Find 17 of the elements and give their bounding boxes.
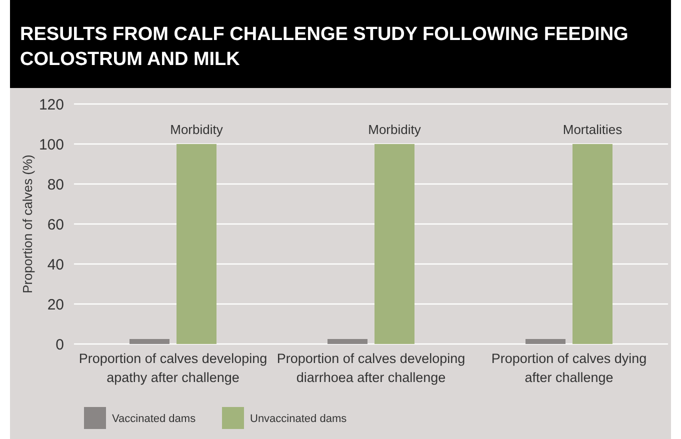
y-tick-label: 120 <box>38 96 64 114</box>
legend-label: Unvaccinated dams <box>250 412 348 425</box>
y-tick-label: 20 <box>47 296 64 314</box>
chart-title: RESULTS FROM CALF CHALLENGE STUDY FOLLOWING FEEDING COLOSTRUM AND MILK <box>20 24 628 70</box>
annotation: Morbidity <box>170 122 224 137</box>
legend-label: Vaccinated dams <box>112 412 196 425</box>
annotation: Morbidity <box>368 122 422 137</box>
x-tick-label: Proportion of calves dying after challenge <box>491 351 647 385</box>
x-tick-label: Proportion of calves developing apathy after challenge <box>78 351 268 385</box>
annotation: Mortalities <box>562 122 623 137</box>
x-tick-label: Proportion of calves developing diarrhoea after challenge <box>276 351 466 385</box>
y-axis-title: Proportion of calves (%) <box>20 154 35 294</box>
y-tick-label: 0 <box>56 336 64 354</box>
y-tick-label: 60 <box>47 216 64 234</box>
y-tick-label: 40 <box>47 256 64 274</box>
y-tick-label: 80 <box>47 176 64 194</box>
y-tick-label: 100 <box>38 136 64 154</box>
